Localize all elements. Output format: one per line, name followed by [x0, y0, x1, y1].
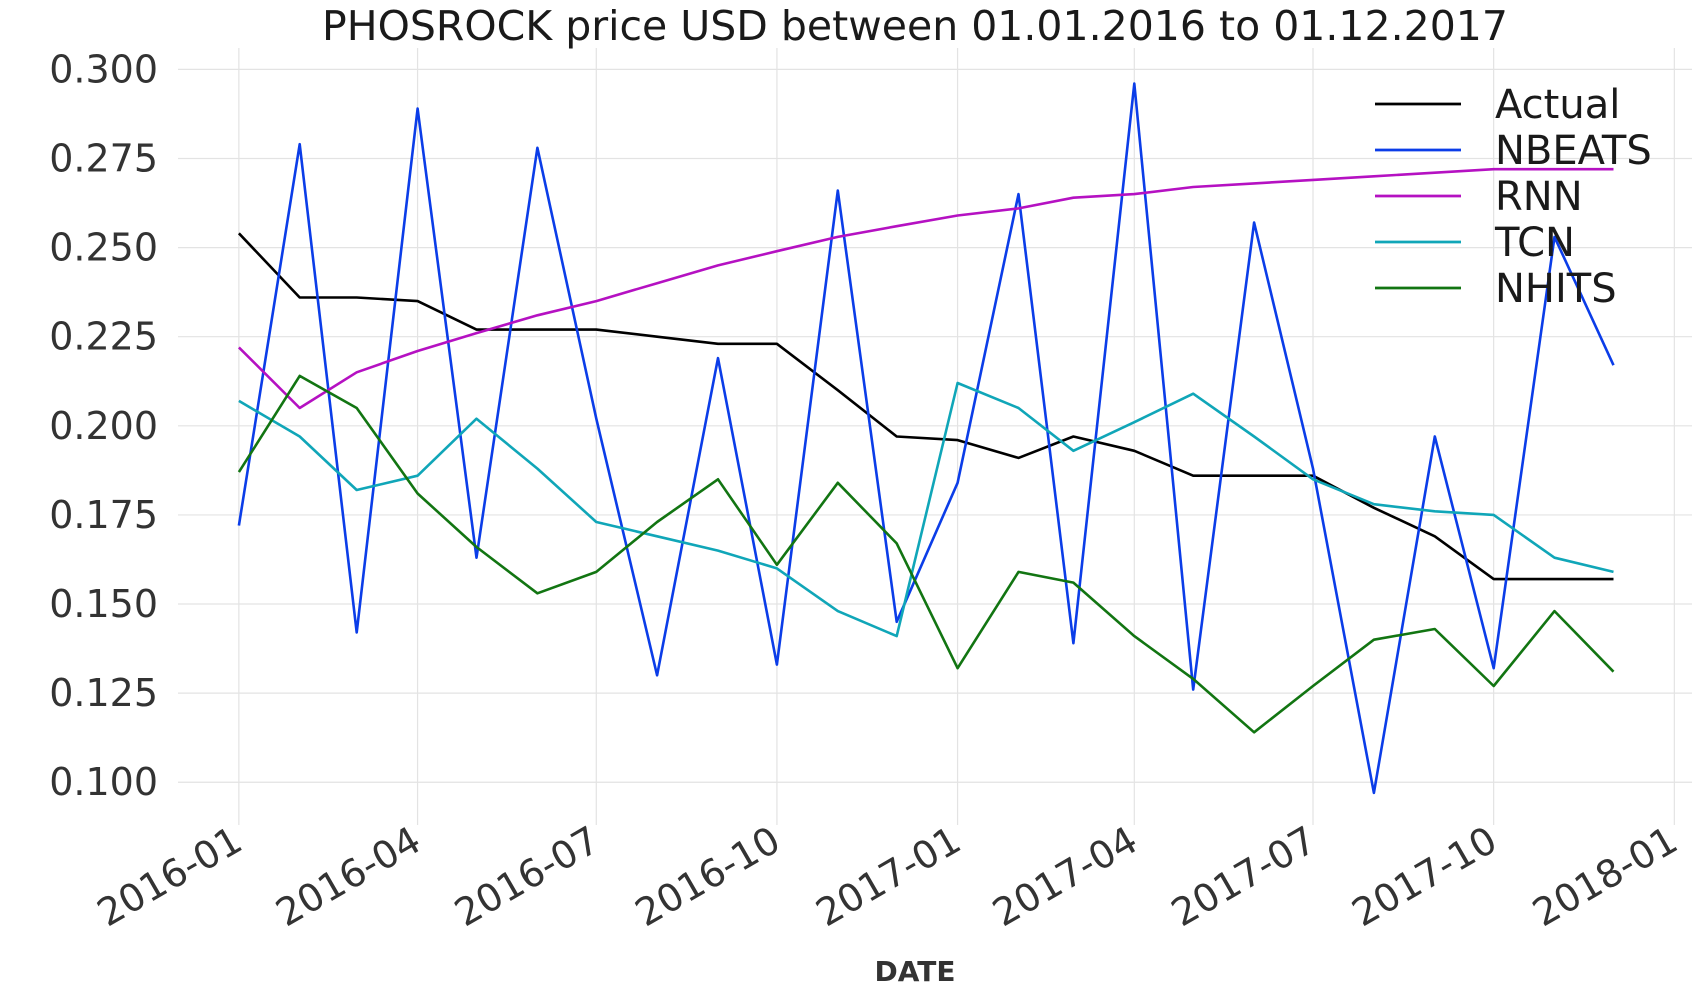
y-tick-label: 0.250	[49, 226, 158, 270]
series-line-nhits	[237, 374, 1615, 734]
legend-item-actual[interactable]: Actual	[1375, 82, 1620, 128]
x-tick-label: 2016-07	[447, 818, 607, 935]
x-tick-label: 2018-01	[1525, 818, 1685, 935]
x-tick-label: 2017-01	[809, 818, 969, 935]
y-tick-label: 0.175	[49, 493, 158, 537]
grid-layer	[178, 48, 1692, 825]
x-tick-label: 2017-07	[1164, 818, 1324, 935]
legend-item-nhits[interactable]: NHITS	[1375, 266, 1617, 312]
legend-label: NHITS	[1495, 266, 1617, 312]
series-line-rnn	[237, 167, 1614, 410]
chart-title: PHOSROCK price USD between 01.01.2016 to…	[322, 2, 1508, 50]
y-tick-label: 0.125	[49, 671, 158, 715]
legend-label: Actual	[1495, 82, 1620, 128]
legend-item-rnn[interactable]: RNN	[1375, 174, 1583, 220]
x-axis-label: DATE	[875, 955, 956, 988]
y-tick-label: 0.100	[49, 760, 158, 804]
x-tick-label: 2016-10	[628, 818, 788, 935]
x-tick-label: 2017-10	[1345, 818, 1505, 935]
x-axis-ticks: 2016-01 2016-04 2016-07 2016-10 2017-01 2017-…	[90, 818, 1685, 935]
series-line-actual	[237, 232, 1614, 581]
y-tick-label: 0.200	[49, 404, 158, 448]
legend-item-nbeats[interactable]: NBEATS	[1375, 128, 1652, 174]
y-tick-label: 0.300	[49, 47, 158, 91]
series-layer	[237, 82, 1615, 795]
y-tick-label: 0.225	[49, 315, 158, 359]
legend-item-tcn[interactable]: TCN	[1375, 220, 1575, 266]
x-tick-label: 2017-04	[985, 818, 1145, 935]
series-line-tcn	[238, 381, 1614, 638]
legend-label: TCN	[1494, 220, 1575, 266]
x-tick-label: 2016-01	[90, 818, 250, 935]
x-tick-label: 2016-04	[269, 818, 429, 935]
y-axis-ticks: 0.300 0.275 0.250 0.225 0.200 0.175 0.150 0.125…	[49, 47, 158, 804]
y-tick-label: 0.150	[49, 582, 158, 626]
legend-label: RNN	[1495, 174, 1583, 220]
legend-label: NBEATS	[1495, 128, 1652, 174]
y-tick-label: 0.275	[49, 136, 158, 180]
series-line-nbeats	[237, 82, 1615, 795]
